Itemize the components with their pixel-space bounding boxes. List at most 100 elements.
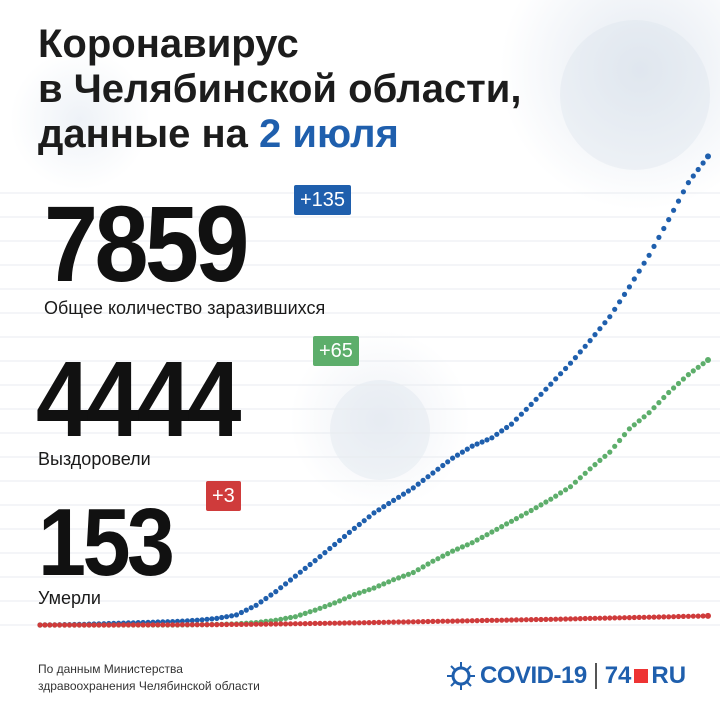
data-point [396, 619, 402, 625]
data-point [337, 620, 343, 626]
data-point [341, 533, 348, 540]
data-point [410, 485, 416, 491]
data-point [651, 243, 657, 249]
data-point [420, 477, 426, 483]
data-point-last [705, 357, 711, 363]
data-point [626, 615, 633, 621]
data-point [62, 622, 68, 628]
data-point [76, 622, 82, 628]
data-point [489, 435, 495, 441]
data-point [617, 299, 623, 305]
data-point [685, 372, 692, 378]
data-point [346, 529, 352, 536]
data-point [671, 614, 677, 620]
data-point [474, 537, 480, 543]
data-point [179, 622, 185, 628]
data-point [420, 619, 426, 625]
data-point [450, 548, 456, 554]
data-point [214, 622, 220, 628]
data-point [680, 613, 687, 620]
data-point [651, 405, 657, 411]
data-point [346, 620, 352, 626]
data-point [81, 622, 87, 628]
data-point [680, 376, 687, 382]
data-point-last [705, 153, 711, 160]
data-point [567, 484, 574, 490]
data-point [332, 600, 338, 606]
data-point [268, 621, 274, 627]
data-point [469, 540, 475, 546]
data-point [553, 493, 559, 499]
recovered-delta-badge: +65 [313, 336, 359, 366]
data-point [341, 596, 348, 602]
data-point [621, 615, 628, 621]
series-total [37, 153, 711, 628]
data-point [287, 577, 294, 583]
data-point [229, 621, 235, 628]
data-point [396, 494, 402, 500]
data-point [631, 614, 637, 621]
data-point [700, 613, 706, 619]
source-note: По данным Министерства здравоохранения Ч… [38, 661, 358, 695]
data-point [179, 618, 185, 624]
data-point [484, 437, 490, 443]
data-point [351, 592, 357, 598]
data-point [641, 614, 647, 620]
data-point [582, 470, 588, 476]
data-point [474, 618, 480, 624]
data-point [135, 622, 141, 628]
data-point [346, 594, 352, 600]
data-point [425, 474, 431, 480]
data-point [381, 504, 387, 510]
deaths-value: 153 [38, 489, 175, 596]
data-point [680, 189, 687, 195]
virus-icon [447, 662, 475, 690]
data-point [508, 421, 515, 427]
data-point [420, 564, 426, 570]
data-point [71, 622, 77, 628]
data-point [607, 615, 613, 621]
data-point [513, 617, 520, 623]
data-point [410, 569, 416, 576]
data-point [464, 618, 470, 624]
title-line-2: в Челябинской области, [38, 67, 522, 111]
data-point [101, 622, 107, 628]
data-point [410, 619, 416, 625]
data-point [597, 457, 603, 463]
data-point [425, 561, 431, 567]
data-point [533, 616, 539, 623]
data-point [651, 614, 657, 620]
data-point [587, 338, 593, 344]
title-line-1: Коронавирус [38, 22, 299, 66]
data-point [617, 615, 623, 621]
data-point [111, 622, 117, 628]
data-point [287, 614, 294, 621]
data-point [523, 406, 529, 412]
data-point [57, 622, 63, 628]
data-point [528, 401, 534, 407]
data-point [621, 432, 628, 438]
data-point [120, 622, 127, 628]
total-cases-label: Общее количество заразившихся [44, 298, 326, 318]
data-point [125, 622, 131, 628]
data-point [504, 521, 510, 527]
data-point [612, 443, 618, 449]
data-point [307, 609, 313, 615]
data-point [327, 545, 333, 552]
data-point [204, 616, 210, 622]
data-point [238, 609, 244, 616]
data-point [435, 618, 441, 624]
data-point [130, 622, 136, 628]
data-point [454, 618, 461, 624]
data-point [489, 529, 495, 535]
data-point [322, 603, 328, 610]
logo-74-text: 74 [604, 662, 632, 689]
data-point [489, 617, 495, 623]
source-line-1: По данным Министерства [38, 662, 183, 676]
data-point [592, 615, 598, 621]
data-point [297, 621, 303, 627]
total-cases-delta-badge: +135 [294, 185, 352, 215]
data-point [283, 621, 289, 627]
deaths-label: Умерли [38, 588, 101, 608]
